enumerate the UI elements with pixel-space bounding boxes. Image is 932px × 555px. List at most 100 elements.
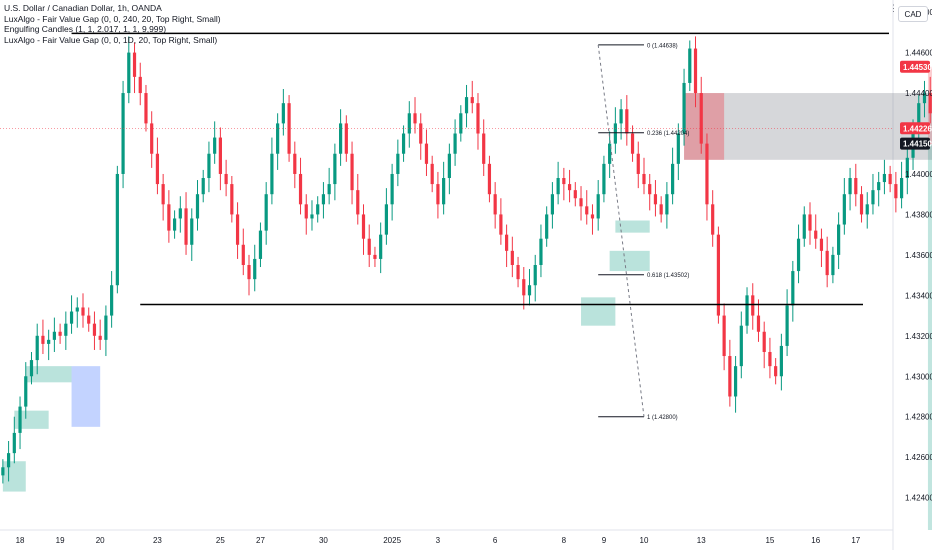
candle-body bbox=[424, 143, 429, 164]
candle-body bbox=[316, 204, 320, 215]
candle-body bbox=[688, 48, 692, 83]
candle-body bbox=[917, 103, 921, 134]
fib-level-label: 0.236 (1.44204) bbox=[647, 131, 689, 137]
price-tick-label: 1.42800 bbox=[905, 413, 932, 422]
price-tick-label: 1.43400 bbox=[905, 291, 932, 300]
candle-body bbox=[161, 184, 165, 205]
fvg-box bbox=[2, 461, 26, 492]
fvg-box bbox=[14, 410, 49, 429]
candle-body bbox=[659, 204, 663, 215]
candle-body bbox=[184, 208, 188, 245]
candle-body bbox=[854, 178, 858, 195]
candle-body bbox=[814, 230, 818, 239]
candle-body bbox=[837, 224, 841, 255]
more-options-icon[interactable]: ⋮ bbox=[889, 3, 898, 13]
candle-body bbox=[310, 214, 314, 219]
candle-body bbox=[888, 173, 892, 185]
price-badge-label: 1.44226 bbox=[903, 124, 932, 133]
candle-body bbox=[18, 406, 22, 433]
candle-body bbox=[648, 184, 652, 195]
candle-body bbox=[167, 204, 171, 231]
candle-body bbox=[905, 157, 909, 179]
time-tick-label: 13 bbox=[697, 536, 706, 545]
candle-body bbox=[562, 178, 566, 185]
candle-body bbox=[482, 133, 486, 164]
candle-body bbox=[859, 194, 864, 215]
time-tick-label: 15 bbox=[765, 536, 774, 545]
candle-body bbox=[155, 153, 160, 185]
candle-body bbox=[848, 178, 852, 195]
candle-body bbox=[699, 93, 703, 144]
candle-body bbox=[373, 254, 377, 259]
candle-body bbox=[58, 331, 62, 336]
fvg-box bbox=[615, 220, 650, 233]
candle-body bbox=[842, 194, 846, 225]
time-tick-label: 27 bbox=[256, 536, 265, 545]
candle-body bbox=[470, 97, 474, 104]
candle-body bbox=[361, 214, 366, 239]
candle-body bbox=[573, 190, 577, 199]
price-tick-label: 1.44400 bbox=[905, 89, 932, 98]
fvg-box bbox=[609, 250, 650, 272]
candle-body bbox=[138, 76, 142, 94]
candle-body bbox=[602, 163, 606, 195]
candle-body bbox=[132, 52, 137, 77]
indicator-engulfing[interactable]: Engulfing Candles (1, 1, 2.017, 1, 1, 9,… bbox=[4, 24, 167, 35]
candle-body bbox=[739, 325, 743, 367]
currency-label[interactable]: CAD bbox=[898, 6, 928, 22]
candle-body bbox=[1, 467, 5, 476]
candle-body bbox=[64, 323, 68, 336]
candle-body bbox=[533, 265, 537, 286]
candle-body bbox=[115, 173, 119, 286]
price-badge bbox=[900, 60, 930, 73]
candle-body bbox=[344, 123, 348, 154]
time-tick-label: 19 bbox=[56, 536, 65, 545]
chart-legend: U.S. Dollar / Canadian Dollar, 1h, OANDA… bbox=[4, 3, 221, 45]
candle-body bbox=[722, 315, 726, 357]
candle-body bbox=[419, 123, 423, 144]
candle-body bbox=[264, 194, 268, 231]
candle-body bbox=[831, 254, 835, 276]
candle-body bbox=[630, 133, 635, 154]
candle-body bbox=[476, 103, 480, 134]
candle-body bbox=[745, 295, 749, 326]
candle-body bbox=[516, 265, 520, 280]
candle-body bbox=[235, 214, 240, 245]
price-tick-label: 1.42400 bbox=[905, 494, 932, 503]
price-tick-label: 1.42600 bbox=[905, 453, 932, 462]
price-tick-label: 1.43800 bbox=[905, 210, 932, 219]
position-target-zone bbox=[927, 143, 932, 530]
candle-body bbox=[871, 190, 875, 205]
candle-body bbox=[293, 153, 297, 174]
candle-body bbox=[625, 109, 629, 134]
fib-level-label: 0 (1.44638) bbox=[647, 43, 678, 49]
indicator-fvg-1d[interactable]: LuxAlgo - Fair Value Gap (0, 0, 1D, 20, … bbox=[4, 34, 218, 45]
candle-body bbox=[144, 93, 148, 124]
candle-body bbox=[379, 234, 383, 259]
candle-body bbox=[413, 113, 417, 124]
candle-body bbox=[230, 184, 234, 215]
candle-body bbox=[150, 123, 154, 154]
candle-body bbox=[567, 184, 572, 191]
candle-body bbox=[825, 250, 829, 276]
fib-level-label: 0.618 (1.43502) bbox=[647, 273, 689, 279]
candle-body bbox=[585, 206, 589, 215]
candle-body bbox=[35, 335, 39, 361]
candle-body bbox=[321, 194, 326, 205]
candle-body bbox=[338, 123, 343, 154]
candle-body bbox=[728, 356, 732, 397]
indicator-fvg-240[interactable]: LuxAlgo - Fair Value Gap (0, 0, 240, 20,… bbox=[4, 13, 221, 24]
price-badge-label: 1.44150 bbox=[903, 140, 932, 149]
price-badge bbox=[900, 122, 930, 135]
time-tick-label: 16 bbox=[811, 536, 820, 545]
candle-body bbox=[791, 271, 795, 306]
candle-body bbox=[87, 315, 91, 324]
candle-body bbox=[579, 198, 583, 207]
price-tick-label: 1.44000 bbox=[905, 170, 932, 179]
candle-body bbox=[899, 178, 904, 199]
candle-body bbox=[281, 103, 285, 124]
candle-body bbox=[327, 184, 331, 195]
candle-body bbox=[682, 82, 686, 134]
